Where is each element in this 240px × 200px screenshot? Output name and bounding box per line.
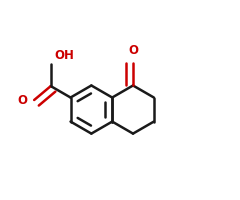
Text: O: O — [128, 44, 138, 57]
Text: O: O — [17, 94, 27, 107]
Text: OH: OH — [54, 49, 74, 62]
